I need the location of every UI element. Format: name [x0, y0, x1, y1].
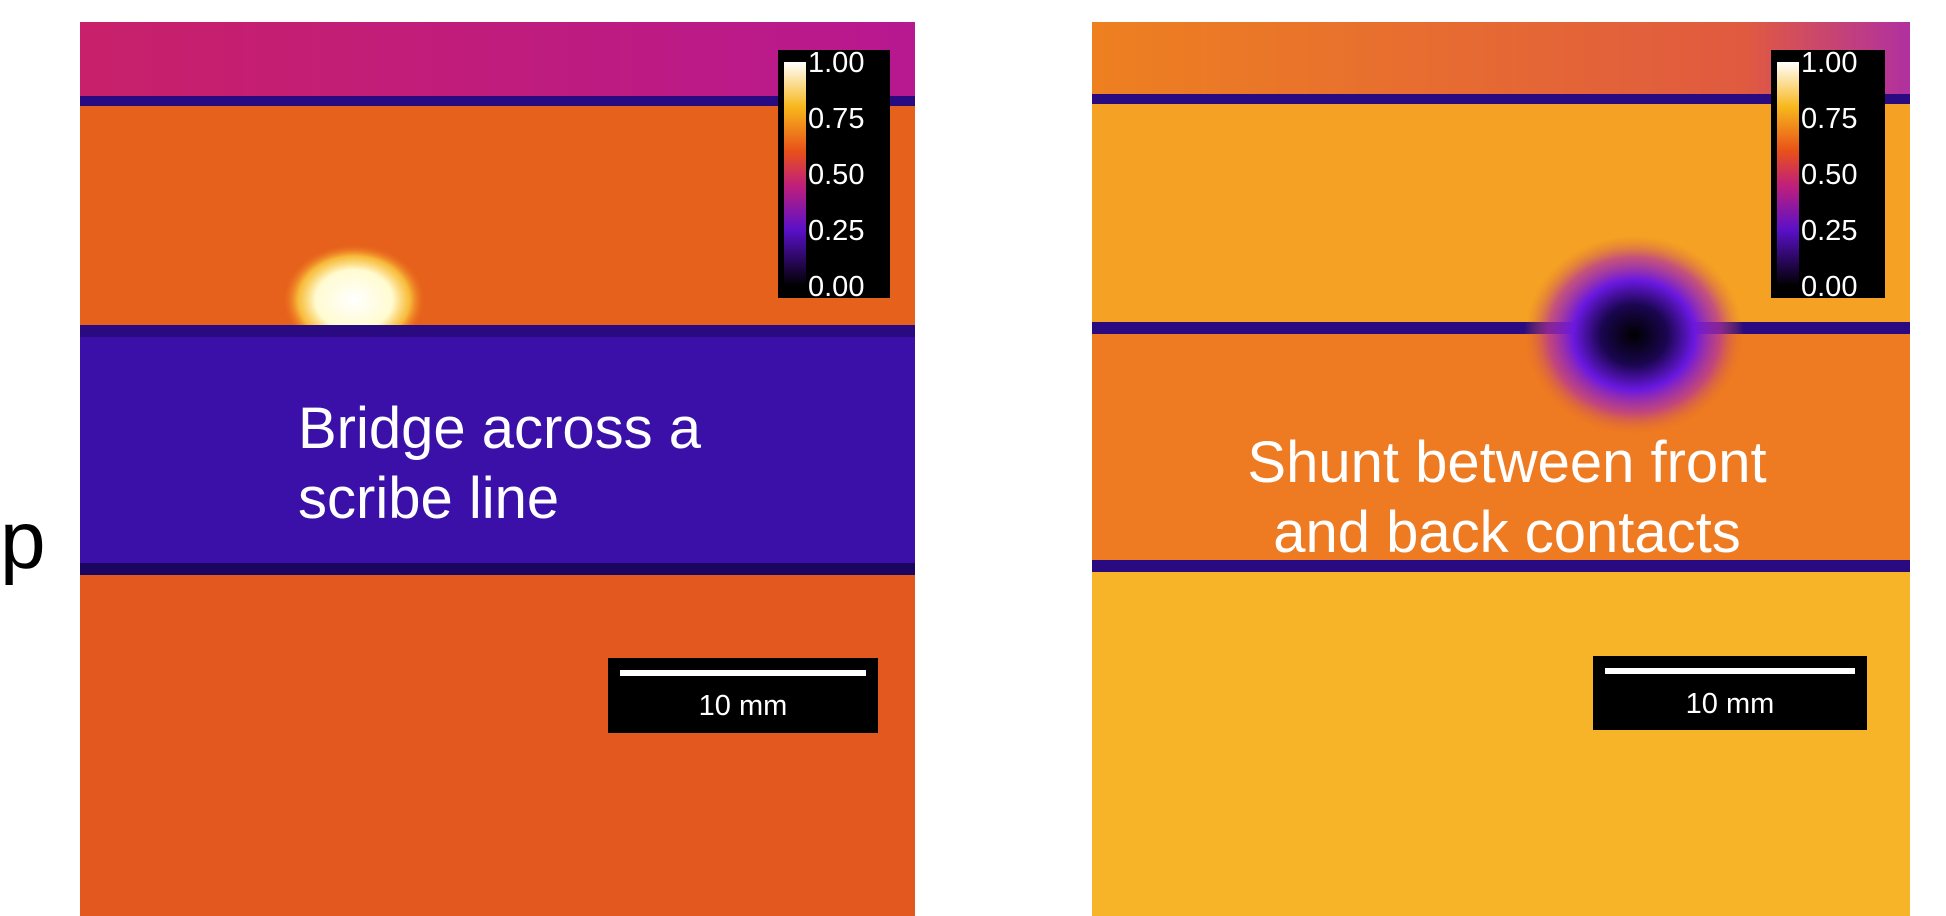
scale-bar-label: 10 mm — [1686, 688, 1775, 720]
colorbar-tick-label: 0.25 — [1801, 215, 1857, 247]
colorbar-tick-label: 0.00 — [1801, 271, 1857, 303]
colorbar-tick-label: 0.25 — [808, 215, 864, 247]
scale-bar — [620, 670, 866, 676]
colorbar-tick-label: 0.50 — [808, 159, 864, 191]
caption: Shunt between front — [1247, 430, 1766, 495]
edge-text: p — [0, 495, 46, 586]
colorbar — [784, 62, 806, 286]
scale-bar-label: 10 mm — [699, 690, 788, 722]
caption: and back contacts — [1273, 500, 1741, 565]
scale-bar — [1605, 668, 1855, 674]
colorbar-tick-label: 1.00 — [808, 47, 864, 79]
colorbar-tick-label: 0.00 — [808, 271, 864, 303]
caption: scribe line — [298, 466, 559, 531]
caption: Bridge across a — [298, 396, 702, 461]
colorbar — [1777, 62, 1799, 286]
colorbar-tick-label: 0.75 — [1801, 103, 1857, 135]
colorbar-tick-label: 0.75 — [808, 103, 864, 135]
figure: p 1.00 0.75 0.50 0.25 0.00 10 mm Bridge across… — [0, 0, 1946, 916]
colorbar-tick-label: 0.50 — [1801, 159, 1857, 191]
colorbar-tick-label: 1.00 — [1801, 47, 1857, 79]
